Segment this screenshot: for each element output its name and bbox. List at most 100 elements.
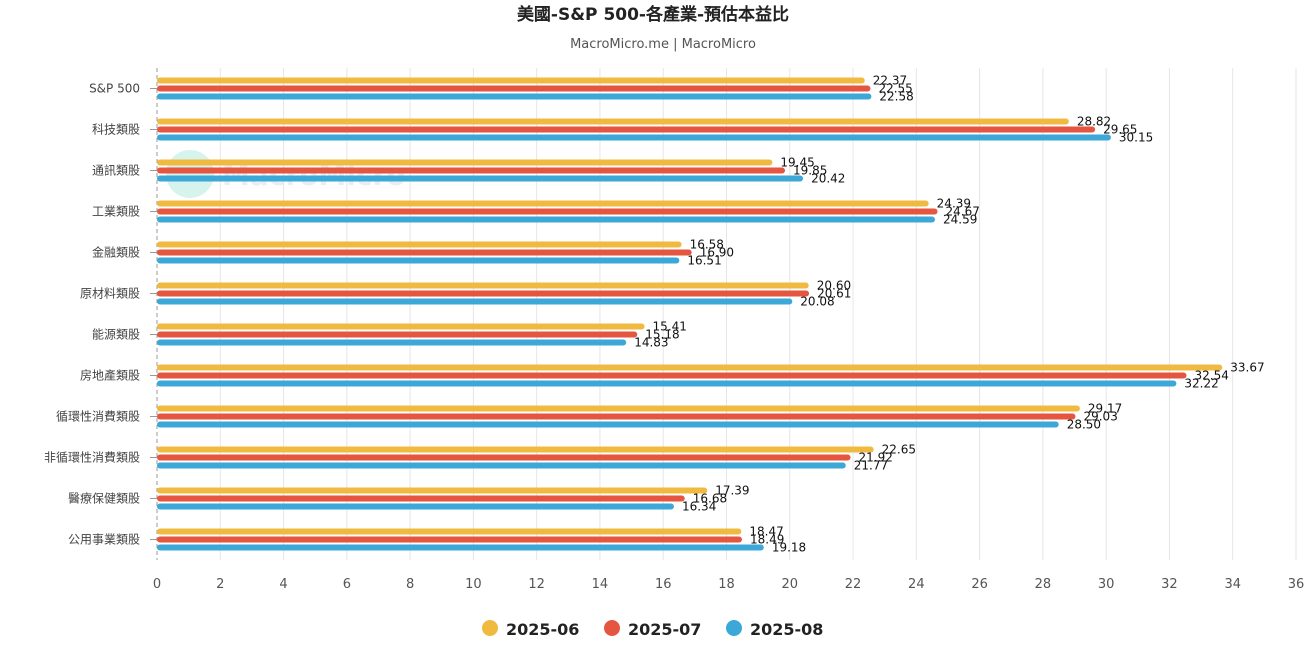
- category-label: 醫療保健類股: [68, 492, 140, 506]
- bar[interactable]: [157, 528, 742, 535]
- data-label: 16.90: [700, 246, 734, 260]
- data-label: 24.67: [946, 205, 980, 219]
- bar[interactable]: [157, 249, 692, 256]
- data-label: 19.18: [772, 541, 806, 555]
- bar[interactable]: [157, 495, 685, 502]
- bar[interactable]: [157, 454, 851, 461]
- bar[interactable]: [157, 77, 865, 84]
- bar[interactable]: [157, 421, 1059, 428]
- bar[interactable]: [157, 413, 1076, 420]
- x-tick-label: 24: [908, 577, 925, 592]
- category-label: 循環性消費類股: [56, 409, 140, 424]
- bar[interactable]: [157, 118, 1069, 125]
- bar[interactable]: [157, 167, 786, 174]
- legend-label[interactable]: 2025-06: [506, 620, 579, 639]
- chart-title: 美國-S&P 500-各產業-預估本益比: [517, 4, 789, 25]
- data-label: 21.92: [859, 451, 893, 465]
- labels: 0 2 4 6 8 10 12 14 16 18 20 22 24 26 28 30 32 34 36S&P 500…: [44, 74, 1304, 593]
- data-label: 18.49: [750, 533, 784, 547]
- data-label: 21.77: [854, 459, 888, 473]
- x-tick-label: 26: [971, 577, 988, 592]
- data-label: 22.37: [873, 74, 907, 88]
- data-label: 22.65: [882, 443, 916, 457]
- bars: [157, 77, 1223, 551]
- bar[interactable]: [157, 462, 846, 469]
- bar[interactable]: [157, 216, 936, 223]
- bar[interactable]: [157, 487, 708, 494]
- chart-subtitle: MacroMicro.me | MacroMicro: [570, 37, 756, 52]
- data-label: 29.17: [1088, 402, 1122, 416]
- bar[interactable]: [157, 85, 871, 92]
- x-tick-label: 30: [1098, 577, 1115, 592]
- legend-label[interactable]: 2025-08: [750, 620, 823, 639]
- data-label: 15.41: [653, 320, 687, 334]
- bar[interactable]: [157, 536, 743, 543]
- bar[interactable]: [157, 290, 810, 297]
- bar[interactable]: [157, 93, 872, 100]
- data-label: 18.47: [749, 525, 783, 539]
- legend-marker[interactable]: [482, 620, 498, 636]
- data-label: 16.34: [682, 500, 716, 514]
- x-tick-label: 28: [1035, 577, 1052, 592]
- category-label: 能源類股: [92, 328, 140, 342]
- legend-marker[interactable]: [604, 620, 620, 636]
- data-label: 33.67: [1230, 361, 1264, 375]
- bar[interactable]: [157, 175, 804, 182]
- data-label: 14.83: [634, 336, 668, 350]
- bar[interactable]: [157, 405, 1080, 412]
- bar[interactable]: [157, 134, 1111, 141]
- bar[interactable]: [157, 364, 1223, 371]
- category-label: 原材料類股: [80, 287, 140, 301]
- bar[interactable]: [157, 257, 680, 264]
- legend-marker[interactable]: [726, 620, 742, 636]
- bar[interactable]: [157, 372, 1187, 379]
- data-label: 15.18: [645, 328, 679, 342]
- bar[interactable]: [157, 446, 874, 453]
- bar[interactable]: [157, 339, 627, 346]
- bar[interactable]: [157, 323, 645, 330]
- data-label: 24.39: [937, 197, 971, 211]
- watermark: MacroMicro: [166, 150, 406, 198]
- bar[interactable]: [157, 282, 809, 289]
- bar[interactable]: [157, 331, 638, 338]
- bar[interactable]: [157, 380, 1177, 387]
- data-label: 19.85: [793, 164, 827, 178]
- data-label: 20.60: [817, 279, 851, 293]
- data-label: 32.54: [1195, 369, 1229, 383]
- data-label: 28.82: [1077, 115, 1111, 129]
- bar[interactable]: [157, 298, 793, 305]
- x-tick-label: 10: [465, 577, 482, 592]
- x-tick-label: 14: [592, 577, 609, 592]
- x-tick-label: 6: [343, 577, 351, 592]
- bar[interactable]: [157, 241, 682, 248]
- x-tick-label: 8: [406, 577, 414, 592]
- legend[interactable]: 2025-06 2025-07 2025-08: [482, 620, 823, 639]
- bar[interactable]: [157, 200, 929, 207]
- category-label: 非循環性消費類股: [44, 450, 140, 465]
- bar[interactable]: [157, 159, 773, 166]
- watermark-logo-icon: [166, 150, 214, 198]
- bar[interactable]: [157, 503, 674, 510]
- bar[interactable]: [157, 208, 938, 215]
- x-tick-label: 20: [782, 577, 799, 592]
- x-tick-label: 12: [528, 577, 545, 592]
- legend-label[interactable]: 2025-07: [628, 620, 701, 639]
- grid: [150, 68, 1297, 560]
- data-label: 29.03: [1083, 410, 1117, 424]
- x-tick-label: 18: [718, 577, 735, 592]
- category-label: 科技類股: [92, 123, 140, 137]
- category-label: 通訊類股: [92, 163, 140, 178]
- category-label: 金融類股: [92, 245, 140, 260]
- data-label: 20.08: [800, 295, 834, 309]
- data-label: 20.61: [817, 287, 851, 301]
- data-label: 16.68: [693, 492, 727, 506]
- data-label: 22.58: [879, 90, 913, 104]
- data-label: 24.59: [943, 213, 977, 227]
- x-tick-label: 16: [655, 577, 672, 592]
- x-tick-label: 34: [1224, 577, 1241, 592]
- bar[interactable]: [157, 544, 764, 551]
- bar[interactable]: [157, 126, 1096, 133]
- x-tick-label: 36: [1288, 577, 1305, 592]
